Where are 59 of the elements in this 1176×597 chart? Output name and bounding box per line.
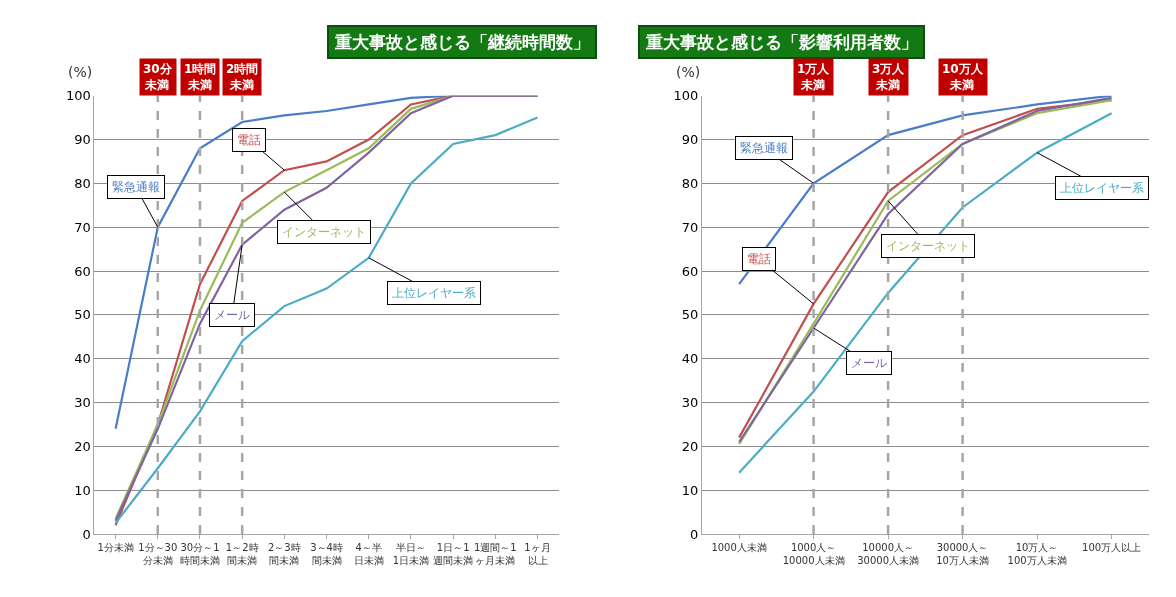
x-tick-label: 30000人～10万人未満 <box>936 542 989 567</box>
y-tick-label: 40 <box>681 351 699 367</box>
x-tick-label: 1週間～1ヶ月未満 <box>473 542 517 567</box>
x-tick-label: 10万人～100万人未満 <box>1007 542 1067 567</box>
y-tick-label: 90 <box>74 132 91 148</box>
ref-line-label: 1時間未満 <box>184 62 217 92</box>
y-tick-label: 100 <box>66 88 91 104</box>
y-tick-label: 40 <box>74 351 91 367</box>
x-tick-label: 100万人以上 <box>1082 542 1142 554</box>
text: 上位レイヤー系 <box>392 286 476 300</box>
text: 電話 <box>237 133 261 147</box>
x-tick-label: 2～3時間未満 <box>267 542 301 567</box>
text: 緊急通報 <box>740 141 788 155</box>
series-label: 緊急通報 <box>112 180 160 194</box>
y-tick-label: 20 <box>681 438 699 454</box>
y-tick-label: 30 <box>681 395 699 411</box>
series-label: インターネット <box>886 239 970 253</box>
x-tick-label: 1～2時間未満 <box>225 542 259 567</box>
x-tick-label: 1日～1週間未満 <box>433 542 474 567</box>
y-tick-label: 20 <box>74 438 91 454</box>
ref-line-label: 3万人未満 <box>872 62 906 92</box>
ref-line-label: 2時間未満 <box>226 62 259 92</box>
series-label: メール <box>214 308 250 322</box>
y-tick-label: 70 <box>74 219 91 235</box>
text: 電話 <box>747 252 771 266</box>
y-tick-label: 10 <box>681 482 699 498</box>
ref-line-label: 1万人未満 <box>797 62 831 92</box>
x-tick-label: 10000人～30000人未満 <box>857 542 920 567</box>
y-tick-label: 80 <box>681 175 699 191</box>
y-axis-title: (%) <box>676 64 701 80</box>
chart-title: 重大事故と感じる「影響利用者数」 <box>645 32 918 52</box>
x-tick-label: 1000人未満 <box>711 542 767 554</box>
y-tick-label: 80 <box>74 175 91 191</box>
x-tick-label: 1分～30分未満 <box>138 542 178 567</box>
x-tick-label: 1ヶ月以上 <box>524 542 551 567</box>
text: 上位レイヤー系 <box>1060 181 1144 195</box>
text: インターネット <box>282 225 366 239</box>
ref-line-label: 10万人未満 <box>942 62 984 92</box>
chart-title: 重大事故と感じる「継続時間数」 <box>334 32 590 52</box>
x-tick-label: 半日～1日未満 <box>392 542 430 567</box>
y-tick-label: 10 <box>74 482 91 498</box>
y-tick-label: 0 <box>689 526 699 542</box>
x-tick-label: 3～4時間未満 <box>310 542 343 567</box>
y-tick-label: 60 <box>681 263 699 279</box>
ref-line-label: 30分未満 <box>143 62 173 92</box>
x-tick-label: 1000人～10000人未満 <box>782 542 845 567</box>
y-axis-title: (%) <box>68 64 93 80</box>
y-tick-label: 90 <box>681 132 699 148</box>
y-tick-label: 60 <box>74 263 91 279</box>
y-tick-label: 30 <box>74 395 91 411</box>
y-tick-label: 70 <box>681 219 699 235</box>
x-tick-label: 30分～1時間未満 <box>179 542 220 567</box>
y-tick-label: 50 <box>74 307 91 323</box>
text: メール <box>851 356 887 370</box>
x-tick-label: 4～半日未満 <box>353 542 384 567</box>
x-tick-label: 1分未満 <box>97 542 134 554</box>
y-tick-label: 50 <box>681 307 699 323</box>
y-tick-label: 0 <box>82 526 91 542</box>
y-tick-label: 100 <box>673 88 699 104</box>
